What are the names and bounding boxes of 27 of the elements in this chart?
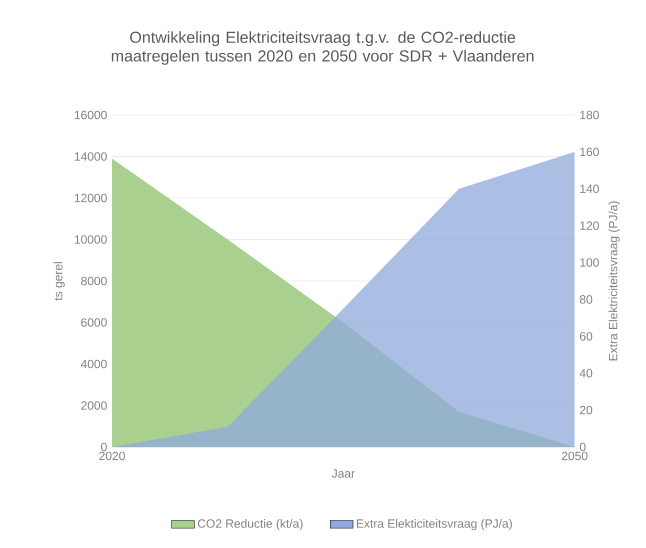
y-tick-label: 10000 [74,235,107,244]
y-tick-label: 8000 [81,276,107,286]
y2-tick-label: 140 [580,184,599,194]
y2-tick-label: 160 [580,148,599,156]
y2-axis-title: Extra Elektriciteitsvraag (PJ/a) [608,201,620,360]
y-tick-label: 4000 [80,360,107,368]
y-tick-label: 6000 [81,318,107,327]
y2-tick-label: 0 [580,442,586,452]
y2-tick-label: 40 [580,368,592,378]
x-tick-label: 2020 [99,452,125,460]
y2-tick-label: 180 [580,110,599,120]
y2-tick-label: 20 [580,406,592,414]
y2-tick-label: 100 [580,258,599,267]
legend-label: Extra Elekticiteitsvraag (PJ/a) [356,518,512,530]
y-tick-label: 14000 [74,152,107,161]
y-tick-label: 2000 [81,401,107,410]
y-axis-title: ts gerel [54,262,65,300]
legend-label: CO2 Reductie (kt/a) [198,518,303,530]
x-tick-label: 2050 [562,452,588,460]
x-axis-title: Jaar [332,469,355,478]
y-tick-label: 16000 [74,110,107,120]
chart-title: Ontwikkeling Elektriciteitsvraag t.g.v. de CO2-reductie maatregelen tussen 2020 en 2050 voor SDR + Vlaanderen [112,31,534,65]
y-tick-label: 12000 [74,194,107,202]
y2-tick-label: 120 [580,221,599,230]
y2-tick-label: 80 [580,295,592,304]
y2-tick-label: 60 [580,332,592,341]
y-tick-label: 0 [101,442,107,452]
